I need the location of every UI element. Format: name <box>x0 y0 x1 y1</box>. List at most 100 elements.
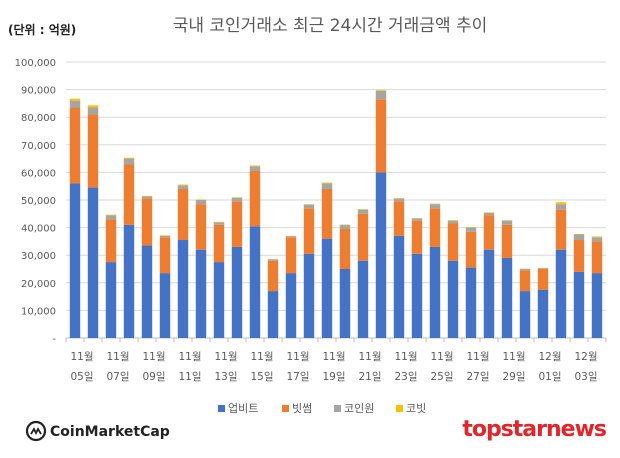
bar-2-11월 26일 <box>447 223 459 261</box>
y-tick-label: 20,000 <box>21 279 56 290</box>
bar-2-11월 18일 <box>303 208 315 254</box>
y-tick-label: 40,000 <box>21 224 56 235</box>
bar-4-11월 27일 <box>465 227 477 228</box>
bar-1-11월 15일 <box>249 226 261 338</box>
bar-4-11월 09일 <box>141 195 153 197</box>
x-tick-label: 11월 05일 <box>70 351 93 383</box>
y-tick-label: 90,000 <box>21 86 56 97</box>
bar-2-11월 08일 <box>123 164 135 225</box>
bar-2-11월 23일 <box>393 201 405 236</box>
bar-4-11월 05일 <box>69 98 81 101</box>
bar-3-11월 28일 <box>483 212 495 216</box>
bar-2-11월 05일 <box>69 107 81 184</box>
bar-3-11월 17일 <box>285 236 297 238</box>
bar-1-11월 28일 <box>483 249 495 338</box>
bar-2-11월 10일 <box>159 237 171 274</box>
bar-1-11월 06일 <box>87 187 99 338</box>
legend-swatch <box>334 405 341 412</box>
y-tick-label: 70,000 <box>21 141 56 152</box>
bar-1-11월 24일 <box>411 253 423 338</box>
bar-1-11월 10일 <box>159 273 171 338</box>
bar-2-11월 06일 <box>87 114 99 188</box>
bar-3-11월 12일 <box>195 200 207 205</box>
bar-3-11월 23일 <box>393 198 405 202</box>
x-tick-label: 12월 03일 <box>574 351 597 383</box>
bar-4-11월 10일 <box>159 235 171 236</box>
bar-4-11월 18일 <box>303 204 315 205</box>
bars <box>69 90 603 338</box>
bar-1-12월 03일 <box>573 271 585 338</box>
y-tick-label: 30,000 <box>21 251 56 262</box>
bar-2-11월 19일 <box>321 188 333 239</box>
bar-2-11월 28일 <box>483 215 495 250</box>
legend-label: 빗썸 <box>292 402 312 415</box>
bar-3-12월 03일 <box>573 234 585 241</box>
unit-label: (단위 : 억원) <box>8 22 76 37</box>
bar-2-12월 01일 <box>537 269 549 290</box>
y-tick-label: 10,000 <box>21 306 56 317</box>
bar-3-11월 08일 <box>123 158 135 165</box>
bar-4-11월 20일 <box>339 224 351 226</box>
bar-2-11월 12일 <box>195 204 207 250</box>
bar-1-11월 20일 <box>339 269 351 338</box>
bar-1-12월 02일 <box>555 249 567 338</box>
bar-1-11월 25일 <box>429 246 441 338</box>
coinmarketcap-logo: CoinMarketCap <box>25 420 170 442</box>
bar-2-11월 21일 <box>357 213 369 261</box>
bar-3-11월 21일 <box>357 209 369 214</box>
bar-1-11월 11일 <box>177 240 189 338</box>
bar-1-11월 26일 <box>447 260 459 338</box>
x-tick-label: 11월 15일 <box>250 351 273 383</box>
bar-2-12월 04일 <box>591 241 603 274</box>
bar-3-11월 26일 <box>447 220 459 224</box>
bar-1-12월 04일 <box>591 273 603 338</box>
bar-1-12월 01일 <box>537 289 549 338</box>
bar-2-11월 17일 <box>285 237 297 274</box>
x-tick-label: 11월 17일 <box>286 351 309 383</box>
bar-1-11월 30일 <box>519 291 531 338</box>
bar-4-11월 25일 <box>429 203 441 205</box>
bar-2-11월 20일 <box>339 228 351 269</box>
bar-3-11월 14일 <box>231 197 243 202</box>
y-tick-label: 100,000 <box>15 58 56 69</box>
x-tick-label: 11월 29일 <box>502 351 525 383</box>
bar-3-11월 27일 <box>465 227 477 232</box>
bar-4-11월 21일 <box>357 209 369 210</box>
bar-4-11월 07일 <box>105 214 117 216</box>
bar-2-11월 09일 <box>141 198 153 246</box>
coinmarketcap-logo-text: CoinMarketCap <box>50 424 170 440</box>
bar-3-11월 07일 <box>105 215 117 220</box>
x-tick-label: 11월 23일 <box>394 351 417 383</box>
x-tick-label: 12월 01일 <box>538 351 561 383</box>
bar-1-11월 12일 <box>195 249 207 338</box>
bar-1-11월 13일 <box>213 262 225 338</box>
bar-4-11월 13일 <box>213 221 225 223</box>
bar-1-11월 08일 <box>123 224 135 338</box>
bar-2-11월 29일 <box>501 224 513 258</box>
bar-1-11월 17일 <box>285 273 297 338</box>
bar-4-12월 02일 <box>555 202 567 205</box>
bar-3-11월 11일 <box>177 185 189 189</box>
y-tick-label: 60,000 <box>21 168 56 179</box>
bar-4-11월 26일 <box>447 220 459 221</box>
coinmarketcap-logo-mark <box>30 427 42 436</box>
bar-3-11월 05일 <box>69 100 81 108</box>
x-tick-label: 11월 19일 <box>322 351 345 383</box>
bar-3-12월 04일 <box>591 237 603 242</box>
bar-3-11월 06일 <box>87 107 99 115</box>
gridlines <box>66 61 606 339</box>
bar-4-11월 29일 <box>501 220 513 221</box>
x-tick-label: 11월 25일 <box>430 351 453 383</box>
bar-1-11월 05일 <box>69 183 81 338</box>
bar-2-11월 22일 <box>375 99 387 173</box>
bar-4-11월 23일 <box>393 198 405 199</box>
x-tick-label: 11월 27일 <box>466 351 489 383</box>
legend: 업비트 빗썸 코인원 코빗 <box>218 402 426 415</box>
bar-2-11월 07일 <box>105 219 117 263</box>
bar-3-11월 19일 <box>321 183 333 189</box>
x-tick-label: 11월 21일 <box>358 351 381 383</box>
bar-1-11월 16일 <box>267 291 279 338</box>
bar-1-11월 14일 <box>231 246 243 338</box>
bar-1-11월 21일 <box>357 260 369 338</box>
chart-title: 국내 코인거래소 최근 24시간 거래금액 추이 <box>173 16 488 36</box>
